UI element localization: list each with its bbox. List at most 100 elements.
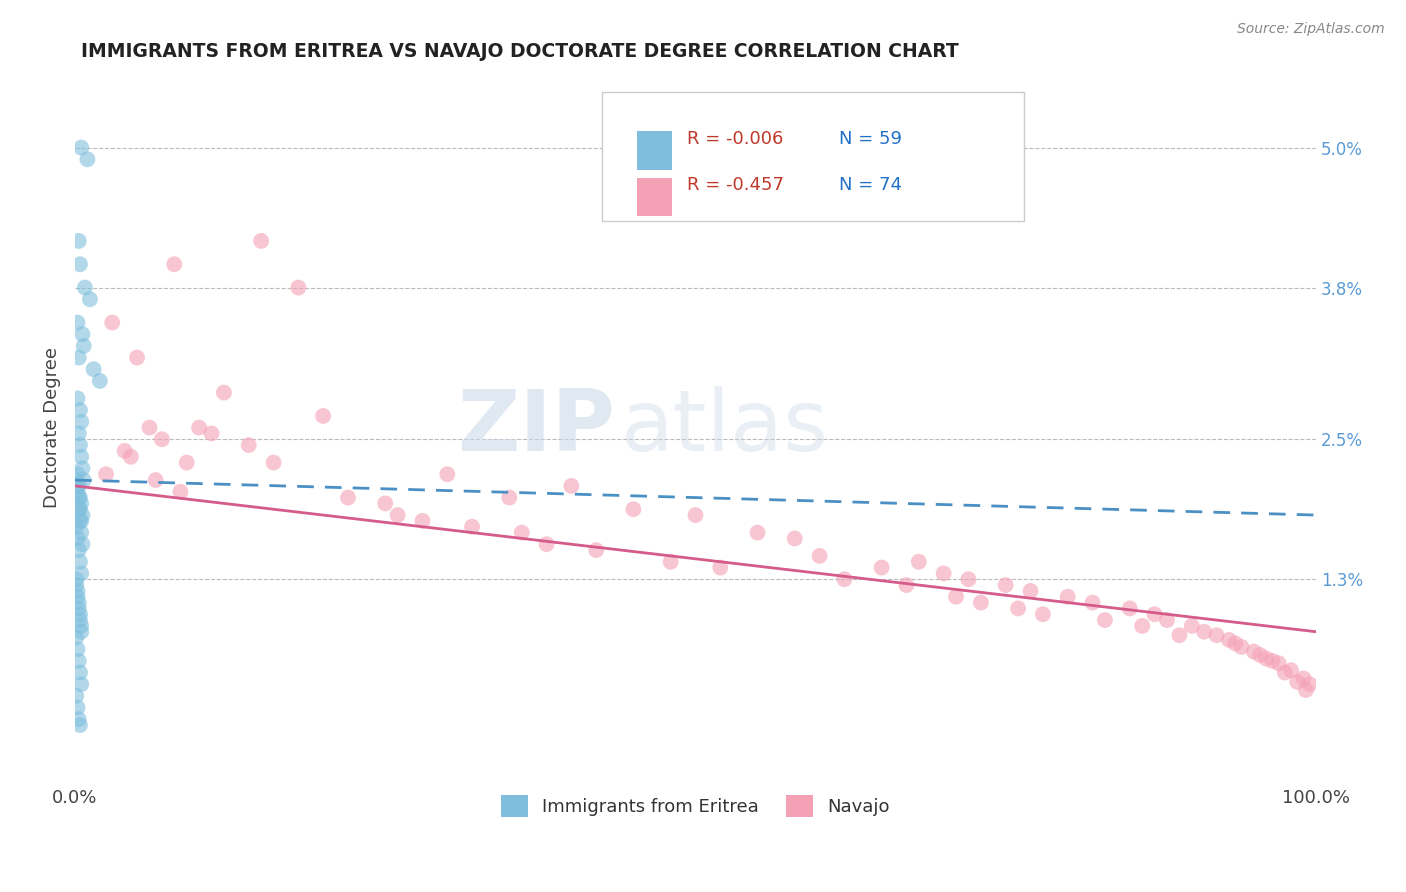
Point <box>945 590 967 604</box>
Point <box>66 590 89 604</box>
Point <box>73 473 96 487</box>
Point <box>70 450 93 464</box>
Point <box>125 351 148 365</box>
Point <box>461 520 484 534</box>
Point <box>560 479 582 493</box>
Point <box>72 327 94 342</box>
Point <box>1218 632 1240 647</box>
Point <box>67 351 90 365</box>
Point <box>1056 590 1078 604</box>
Point <box>69 514 91 528</box>
Point <box>436 467 458 482</box>
Point <box>1019 583 1042 598</box>
Point <box>176 456 198 470</box>
Point <box>66 484 89 499</box>
Point <box>67 234 90 248</box>
Point <box>169 484 191 499</box>
FancyBboxPatch shape <box>602 92 1025 221</box>
Point <box>212 385 235 400</box>
Point <box>145 473 167 487</box>
Point <box>1295 683 1317 698</box>
Point <box>67 654 90 668</box>
Legend: Immigrants from Eritrea, Navajo: Immigrants from Eritrea, Navajo <box>494 788 897 824</box>
Point <box>94 467 117 482</box>
Point <box>1143 607 1166 622</box>
Point <box>1094 613 1116 627</box>
Point <box>1286 674 1309 689</box>
Point <box>70 677 93 691</box>
Point <box>101 316 124 330</box>
Point <box>1205 628 1227 642</box>
Point <box>374 496 396 510</box>
Point <box>1279 663 1302 677</box>
Point <box>312 409 335 423</box>
Point <box>72 461 94 475</box>
Point <box>67 601 90 615</box>
Point <box>65 572 87 586</box>
Point <box>70 619 93 633</box>
Point <box>73 339 96 353</box>
Text: Source: ZipAtlas.com: Source: ZipAtlas.com <box>1237 22 1385 37</box>
Point <box>970 596 993 610</box>
Point <box>70 566 93 581</box>
Point <box>70 415 93 429</box>
Point <box>510 525 533 540</box>
Point <box>238 438 260 452</box>
Text: ZIP: ZIP <box>457 386 614 469</box>
Point <box>1292 672 1315 686</box>
Text: R = -0.006: R = -0.006 <box>686 130 783 148</box>
Point <box>70 140 93 154</box>
Point <box>1032 607 1054 622</box>
Point <box>263 456 285 470</box>
Point <box>79 292 101 306</box>
Point <box>70 496 93 510</box>
Point <box>1299 677 1322 691</box>
Point <box>69 613 91 627</box>
Point <box>69 502 91 516</box>
Point <box>73 280 96 294</box>
Point <box>69 718 91 732</box>
Point <box>747 525 769 540</box>
Point <box>69 491 91 505</box>
Point <box>1119 601 1142 615</box>
Point <box>72 508 94 522</box>
Point <box>957 572 980 586</box>
Point <box>69 555 91 569</box>
Point <box>66 583 89 598</box>
Point <box>66 532 89 546</box>
Text: atlas: atlas <box>621 386 830 469</box>
Point <box>1192 624 1215 639</box>
Point <box>67 543 90 558</box>
Point <box>783 532 806 546</box>
Point <box>585 543 607 558</box>
Point <box>163 257 186 271</box>
Point <box>69 403 91 417</box>
Point <box>834 572 856 586</box>
Point <box>200 426 222 441</box>
Point <box>337 491 360 505</box>
Point <box>66 479 89 493</box>
Text: R = -0.457: R = -0.457 <box>686 177 783 194</box>
Point <box>67 426 90 441</box>
Point <box>67 712 90 726</box>
Point <box>685 508 707 522</box>
Text: IMMIGRANTS FROM ERITREA VS NAVAJO DOCTORATE DEGREE CORRELATION CHART: IMMIGRANTS FROM ERITREA VS NAVAJO DOCTOR… <box>82 42 959 61</box>
Text: N = 59: N = 59 <box>839 130 903 148</box>
Point <box>66 700 89 714</box>
Point <box>65 578 87 592</box>
Point <box>83 362 105 376</box>
Point <box>66 392 89 406</box>
Point <box>1267 657 1289 671</box>
Point <box>1168 628 1191 642</box>
Point <box>1181 619 1204 633</box>
Point <box>65 689 87 703</box>
Point <box>870 560 893 574</box>
Bar <box>637 178 672 216</box>
Point <box>65 473 87 487</box>
Point <box>72 537 94 551</box>
Point <box>623 502 645 516</box>
Point <box>67 502 90 516</box>
Point <box>1256 651 1278 665</box>
Point <box>387 508 409 522</box>
Point <box>69 665 91 680</box>
